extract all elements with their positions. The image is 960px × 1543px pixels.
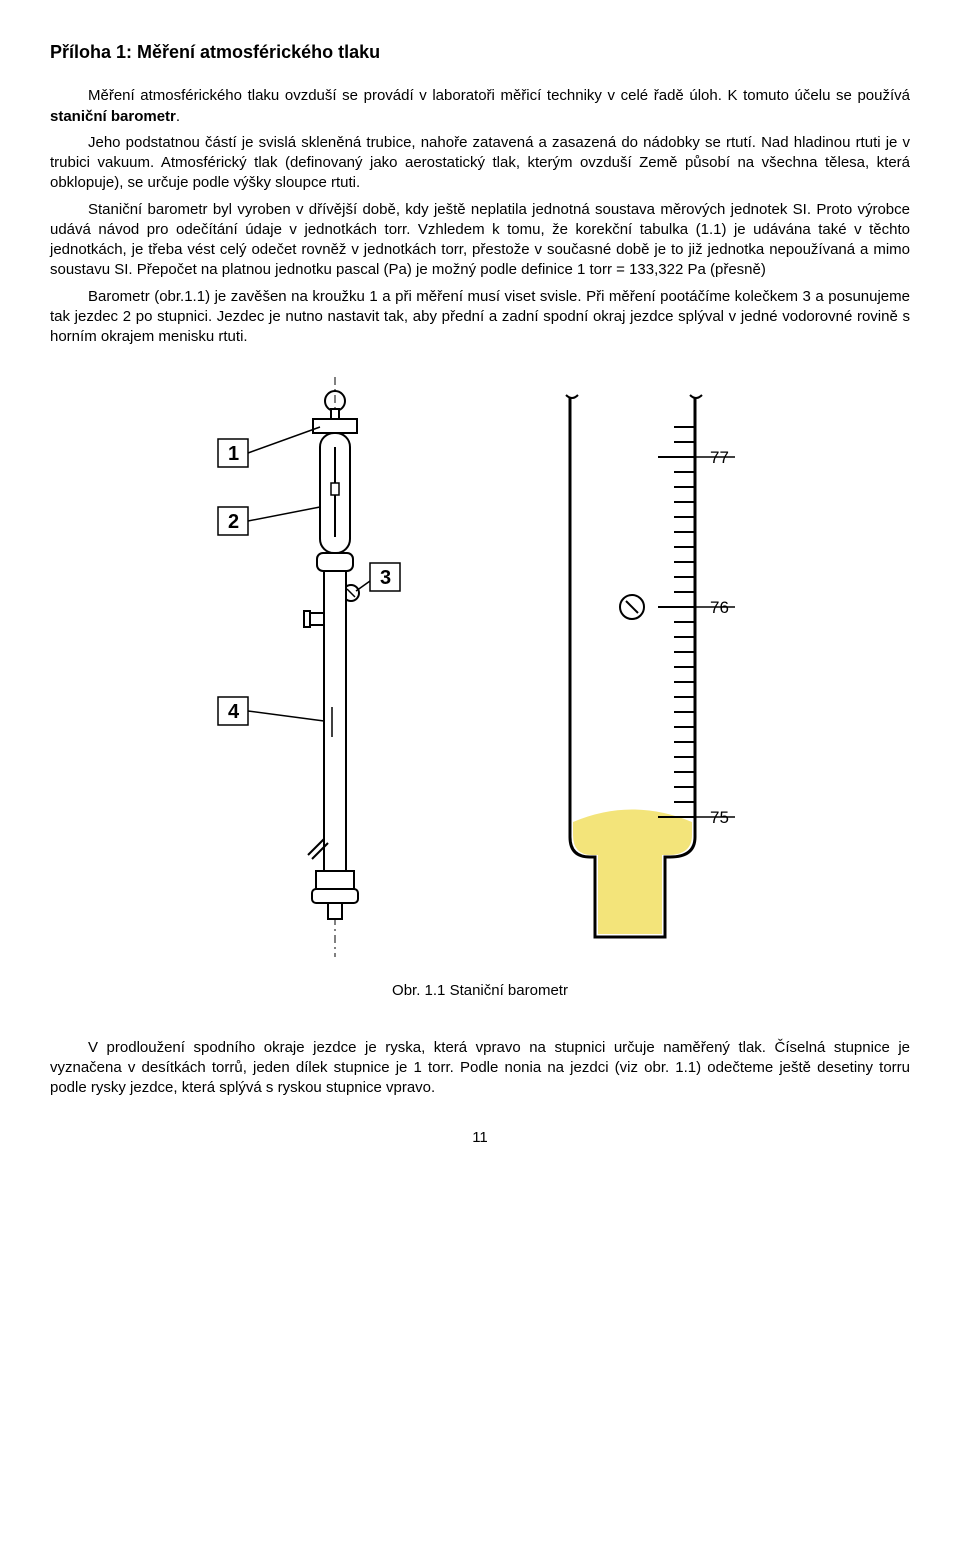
p1-tail: . (176, 108, 180, 125)
paragraph-5: V prodloužení spodního okraje jezdce je … (50, 1038, 910, 1099)
paragraph-2: Jeho podstatnou částí je svislá skleněná… (50, 133, 910, 194)
paragraph-1: Měření atmosférického tlaku ovzduší se p… (50, 86, 910, 127)
figure-label-2: 2 (228, 511, 239, 533)
barometer-diagram: 1 2 3 4 (200, 377, 420, 957)
paragraph-3: Staniční barometr byl vyroben v dřívější… (50, 200, 910, 281)
figure-row: 1 2 3 4 (50, 377, 910, 957)
figure-label-3: 3 (380, 567, 391, 589)
page-title: Příloha 1: Měření atmosférického tlaku (50, 40, 910, 64)
page-number: 11 (50, 1128, 910, 1148)
barometer-scale-detail: 77 76 75 (540, 377, 760, 957)
figure-label-1: 1 (228, 443, 239, 465)
p1-text: Měření atmosférického tlaku ovzduší se p… (88, 87, 910, 104)
paragraph-4: Barometr (obr.1.1) je zavěšen na kroužku… (50, 287, 910, 348)
figure-label-4: 4 (228, 701, 240, 723)
figure-caption: Obr. 1.1 Staniční barometr (50, 981, 910, 1001)
p1-bold: staniční barometr (50, 108, 176, 125)
